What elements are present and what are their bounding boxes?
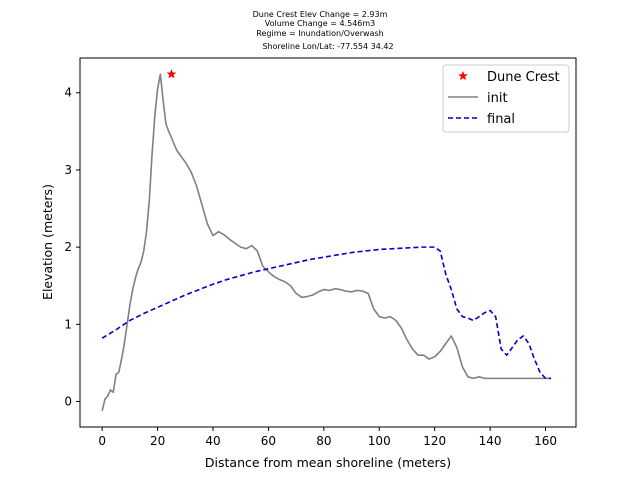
x-tick-label: 120	[423, 434, 446, 448]
series-line-final	[101, 246, 552, 380]
legend-label-init: init	[487, 91, 508, 106]
legend-label-final: final	[487, 112, 515, 127]
y-tick-label: 1	[64, 317, 72, 331]
plot-area	[79, 57, 577, 428]
x-tick-label: 20	[150, 434, 165, 448]
y-tick-label: 2	[64, 240, 72, 254]
y-axis-label: Elevation (meters)	[40, 184, 55, 300]
title-line-4: Shoreline Lon/Lat: -77.554 34.42	[262, 42, 393, 51]
dune-crest-marker	[166, 69, 177, 79]
legend: Dune Crest init final	[442, 64, 570, 133]
x-tick-label: 140	[479, 434, 502, 448]
y-tick-label: 3	[64, 163, 72, 177]
x-tick-label: 60	[261, 434, 276, 448]
series-layer	[101, 69, 552, 411]
x-tick-label: 40	[205, 434, 220, 448]
x-axis: 0 20 40 60 80 100 120 140 160	[98, 427, 557, 448]
title-line-3: Regime = Inundation/Overwash	[256, 29, 383, 38]
y-tick-label: 0	[64, 395, 72, 409]
title-line-2: Volume Change = 4.546m3	[265, 19, 376, 28]
x-tick-label: 0	[98, 434, 106, 448]
x-tick-label: 100	[368, 434, 391, 448]
legend-dune-crest-marker	[458, 70, 468, 81]
x-tick-label: 80	[316, 434, 331, 448]
y-tick-label: 4	[64, 86, 72, 100]
series-line-init	[101, 73, 552, 411]
plot-frame	[79, 57, 577, 428]
legend-box	[442, 64, 570, 133]
y-axis: 0 1 2 3 4	[64, 86, 80, 409]
chart-title: Dune Crest Elev Change = 2.93m Volume Ch…	[253, 10, 394, 51]
legend-label-dune-crest: Dune Crest	[487, 70, 560, 85]
x-tick-label: 160	[534, 434, 557, 448]
x-axis-label: Distance from mean shoreline (meters)	[205, 455, 451, 470]
title-line-1: Dune Crest Elev Change = 2.93m	[253, 10, 388, 19]
